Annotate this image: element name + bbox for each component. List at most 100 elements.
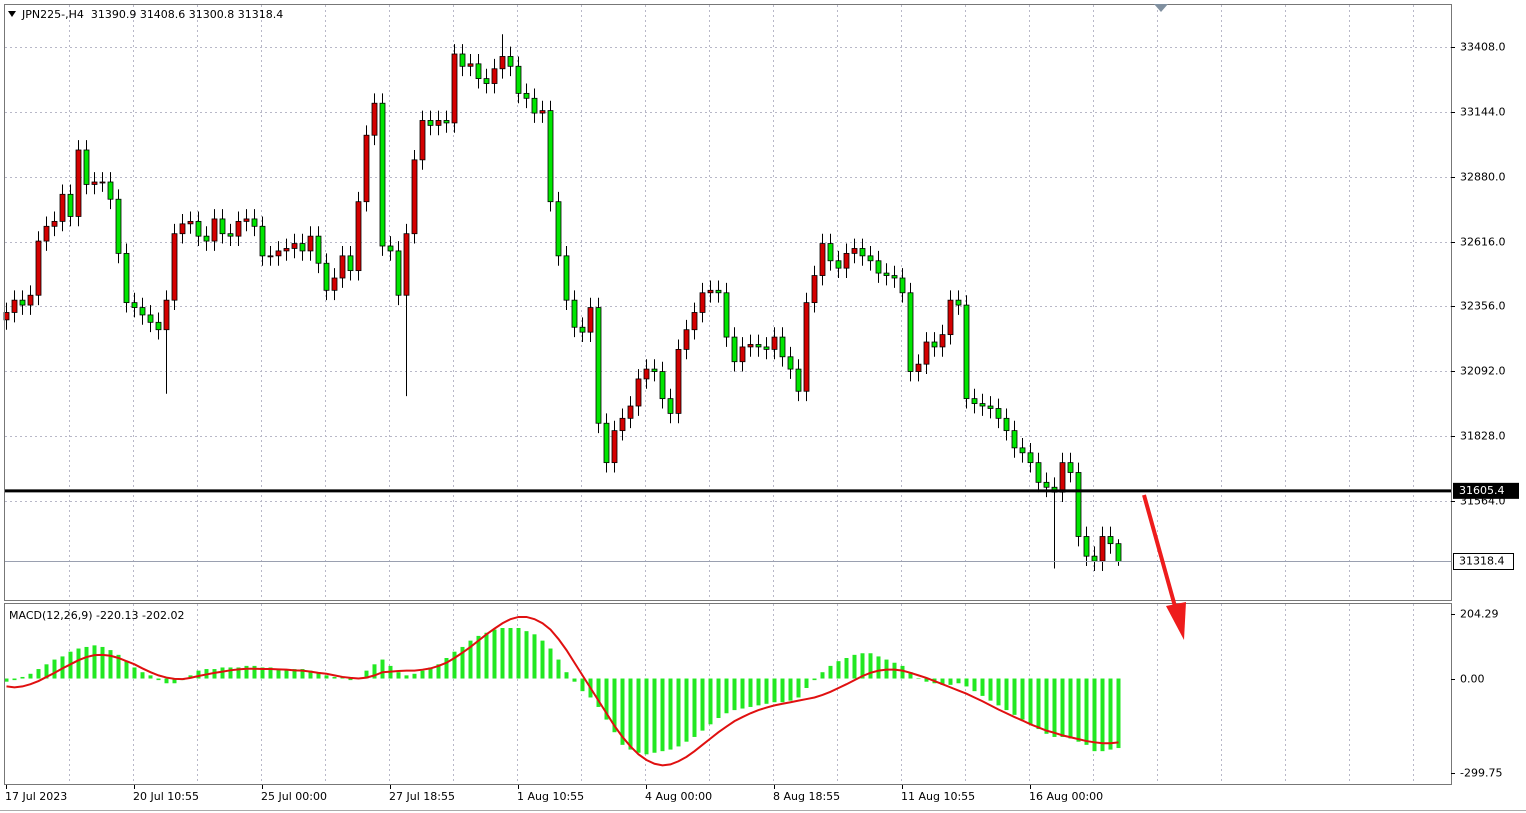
candle-body: [323, 262, 330, 291]
candle-body: [835, 260, 842, 269]
macd-bar: [420, 670, 425, 679]
candle-body: [91, 181, 98, 185]
candle-body: [1011, 430, 1018, 449]
macd-bar: [196, 670, 201, 679]
candle-body: [659, 371, 666, 400]
candle-body: [307, 235, 314, 252]
candle-body: [899, 277, 906, 294]
candle-body: [579, 326, 586, 333]
candle-body: [419, 120, 426, 161]
candle-body: [499, 56, 506, 70]
candle-body: [507, 56, 514, 67]
macd-bar: [684, 678, 689, 742]
arrow-shaft: [1142, 494, 1178, 611]
macd-bar: [444, 658, 449, 679]
candle-body: [411, 159, 418, 235]
candle-body: [291, 243, 298, 249]
candle-body: [219, 218, 226, 235]
x-tick-label: 16 Aug 00:00: [1029, 790, 1103, 803]
macd-bar: [132, 667, 137, 679]
dropdown-icon: [8, 11, 16, 17]
candle-body: [715, 289, 722, 294]
last-price-box: [1453, 552, 1514, 570]
annotation-arrow: [1142, 494, 1186, 640]
candle-body: [963, 304, 970, 400]
candle-body: [603, 422, 610, 464]
candle-body: [923, 341, 930, 365]
macd-bar: [924, 678, 929, 682]
candle-body: [683, 329, 690, 350]
candle-body: [363, 134, 370, 203]
candle-body: [51, 220, 58, 227]
macd-bar: [140, 672, 145, 679]
candle-body: [819, 243, 826, 276]
x-tick-label: 20 Jul 10:55: [133, 790, 199, 803]
macd-bar: [844, 658, 849, 679]
candle-body: [19, 299, 26, 306]
macd-bar: [916, 678, 921, 680]
candle-body: [523, 92, 530, 99]
macd-bar: [772, 678, 777, 703]
candle-body: [331, 277, 338, 291]
macd-bar: [548, 648, 553, 679]
candle-body: [339, 255, 346, 279]
candle-body: [1083, 536, 1090, 557]
macd-bar: [948, 678, 953, 685]
candle-body: [1099, 536, 1106, 562]
candle-body: [1115, 543, 1122, 562]
candle-body: [435, 120, 442, 126]
macd-bar: [428, 667, 433, 679]
candle-body: [131, 302, 138, 308]
candle-body: [771, 336, 778, 350]
macd-bar: [748, 678, 753, 707]
grid-layer: [5, 5, 1451, 784]
macd-bar: [508, 628, 513, 679]
macd-bar: [164, 678, 169, 684]
candle-body: [163, 299, 170, 331]
macd-bar: [284, 669, 289, 679]
x-tick-label: 25 Jul 00:00: [261, 790, 327, 803]
macd-bar: [972, 678, 977, 692]
candle-body: [547, 110, 554, 203]
macd-bar: [1108, 678, 1113, 750]
candle-body: [283, 248, 290, 252]
macd-bar: [796, 678, 801, 698]
candle-body: [67, 193, 74, 217]
candle-body: [355, 201, 362, 272]
candle-body: [787, 356, 794, 370]
macd-bar: [964, 678, 969, 687]
candle-body: [203, 235, 210, 242]
candle-body: [211, 218, 218, 242]
macd-bar: [556, 659, 561, 679]
candle-body: [755, 344, 762, 348]
level-label-box: [1453, 482, 1519, 499]
candle-body: [275, 250, 282, 257]
macd-bar: [708, 678, 713, 725]
candle-body: [171, 233, 178, 301]
chart-title: JPN225-,H4 31390.9 31408.6 31300.8 31318…: [21, 8, 283, 21]
macd-bar: [260, 667, 265, 679]
candle-body: [187, 220, 194, 225]
candle-body: [915, 363, 922, 372]
x-tick-label: 11 Aug 10:55: [901, 790, 975, 803]
macd-bar: [852, 654, 857, 679]
macd-bar: [500, 628, 505, 679]
candle-body: [763, 346, 770, 350]
macd-bar: [412, 673, 417, 679]
arrow-head: [1166, 602, 1186, 640]
last-price-label: 31318.4: [1459, 554, 1505, 567]
candle-body: [1091, 555, 1098, 562]
macd-bar: [540, 640, 545, 679]
macd-bar: [308, 670, 313, 679]
candle-body: [699, 292, 706, 313]
candle-body: [443, 120, 450, 124]
price-panel-border: [4, 4, 1452, 601]
candle-body: [851, 248, 858, 254]
candle-body: [195, 220, 202, 237]
candle-body: [875, 260, 882, 274]
macd-bar: [52, 659, 57, 679]
candle-body: [971, 398, 978, 404]
x-tick-label: 8 Aug 18:55: [773, 790, 840, 803]
candle-body: [43, 225, 50, 242]
